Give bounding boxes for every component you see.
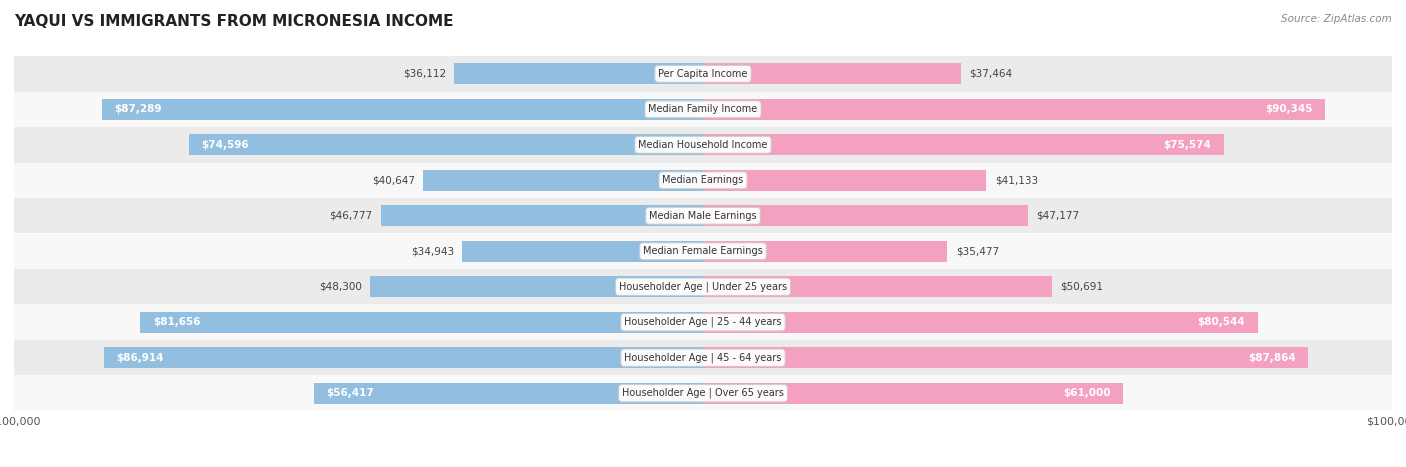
Text: $41,133: $41,133 (994, 175, 1038, 185)
Bar (703, 134, 1223, 156)
Bar (703, 63, 962, 85)
Bar (14, 340, 1392, 375)
Text: Median Family Income: Median Family Income (648, 104, 758, 114)
Text: $74,596: $74,596 (201, 140, 249, 150)
Bar (703, 99, 1326, 120)
Text: $36,112: $36,112 (402, 69, 446, 79)
Bar (370, 276, 703, 297)
Text: $40,647: $40,647 (371, 175, 415, 185)
Bar (703, 170, 987, 191)
Bar (703, 276, 1052, 297)
Text: $37,464: $37,464 (969, 69, 1012, 79)
Text: Source: ZipAtlas.com: Source: ZipAtlas.com (1281, 14, 1392, 24)
Text: $46,777: $46,777 (329, 211, 373, 221)
Bar (14, 304, 1392, 340)
Bar (14, 375, 1392, 411)
Text: $50,691: $50,691 (1060, 282, 1104, 292)
Bar (14, 198, 1392, 234)
Bar (463, 241, 703, 262)
Bar (703, 311, 1258, 333)
Text: $48,300: $48,300 (319, 282, 361, 292)
Text: $87,289: $87,289 (114, 104, 162, 114)
Text: $75,574: $75,574 (1163, 140, 1211, 150)
Bar (14, 56, 1392, 92)
Bar (188, 134, 703, 156)
Bar (703, 347, 1309, 368)
Bar (14, 127, 1392, 163)
Text: $47,177: $47,177 (1036, 211, 1080, 221)
Bar (423, 170, 703, 191)
Bar (14, 163, 1392, 198)
Text: $80,544: $80,544 (1198, 317, 1246, 327)
Bar (703, 241, 948, 262)
Text: Householder Age | Over 65 years: Householder Age | Over 65 years (621, 388, 785, 398)
Bar (703, 382, 1123, 404)
Text: Median Female Earnings: Median Female Earnings (643, 246, 763, 256)
Bar (14, 92, 1392, 127)
Bar (315, 382, 703, 404)
Text: Householder Age | 45 - 64 years: Householder Age | 45 - 64 years (624, 353, 782, 363)
Text: Median Earnings: Median Earnings (662, 175, 744, 185)
Text: Householder Age | 25 - 44 years: Householder Age | 25 - 44 years (624, 317, 782, 327)
Text: YAQUI VS IMMIGRANTS FROM MICRONESIA INCOME: YAQUI VS IMMIGRANTS FROM MICRONESIA INCO… (14, 14, 454, 29)
Bar (381, 205, 703, 226)
Text: $35,477: $35,477 (956, 246, 998, 256)
Text: Median Household Income: Median Household Income (638, 140, 768, 150)
Text: $56,417: $56,417 (326, 388, 374, 398)
Text: $86,914: $86,914 (117, 353, 165, 363)
Text: $90,345: $90,345 (1265, 104, 1313, 114)
Bar (454, 63, 703, 85)
Text: $87,864: $87,864 (1249, 353, 1296, 363)
Text: $81,656: $81,656 (153, 317, 200, 327)
Text: $34,943: $34,943 (411, 246, 454, 256)
Text: Householder Age | Under 25 years: Householder Age | Under 25 years (619, 282, 787, 292)
Bar (14, 269, 1392, 304)
Text: Median Male Earnings: Median Male Earnings (650, 211, 756, 221)
Text: Per Capita Income: Per Capita Income (658, 69, 748, 79)
Bar (703, 205, 1028, 226)
Text: $61,000: $61,000 (1063, 388, 1111, 398)
Bar (14, 234, 1392, 269)
Bar (101, 99, 703, 120)
Bar (141, 311, 703, 333)
Bar (104, 347, 703, 368)
